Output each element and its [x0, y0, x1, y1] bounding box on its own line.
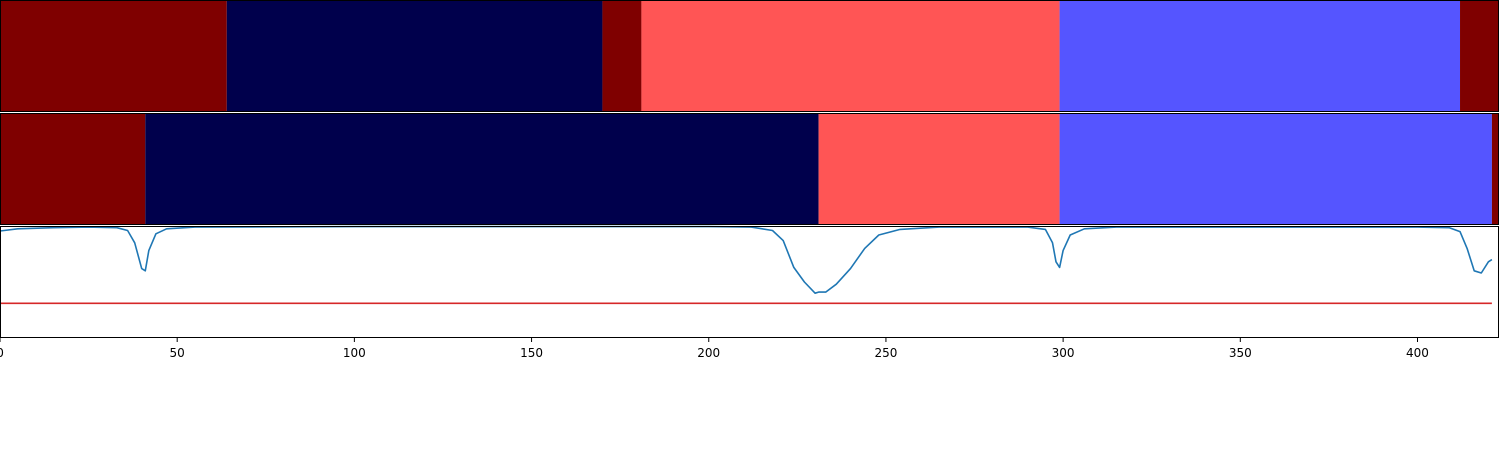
panel-frame-1	[0, 0, 1499, 112]
panel-frame-2	[0, 113, 1499, 225]
score-curve-panel	[0, 225, 1493, 305]
panel-frame-3	[0, 226, 1499, 338]
x-tick-label: 350	[1229, 346, 1252, 360]
segment-1-2	[602, 0, 642, 112]
segment-1-0	[0, 0, 227, 112]
x-tick-label: 50	[170, 346, 185, 360]
segment-2-1	[145, 113, 819, 225]
segment-1-3	[641, 0, 1060, 112]
x-tick-label: 0	[0, 346, 4, 360]
x-tick-label: 150	[520, 346, 543, 360]
x-tick-label: 400	[1406, 346, 1429, 360]
x-tick-label: 250	[874, 346, 897, 360]
panel-frames	[0, 0, 1499, 338]
segment-1-4	[1059, 0, 1461, 112]
segment-2-0	[0, 113, 146, 225]
x-tick-label: 300	[1052, 346, 1075, 360]
segment-2-3	[1059, 113, 1492, 225]
segment-1-5	[1460, 0, 1499, 112]
segmentation-track-1	[0, 0, 1499, 112]
x-tick-label: 100	[343, 346, 366, 360]
segmentation-track-2	[0, 113, 1499, 225]
segment-2-2	[818, 113, 1060, 225]
x-tick-label: 200	[697, 346, 720, 360]
segment-1-1	[226, 0, 603, 112]
score-line	[0, 225, 1493, 294]
segment-2-4	[1491, 113, 1499, 225]
x-axis: 0 50 100 150 200 250 300 350 400	[0, 338, 1429, 360]
